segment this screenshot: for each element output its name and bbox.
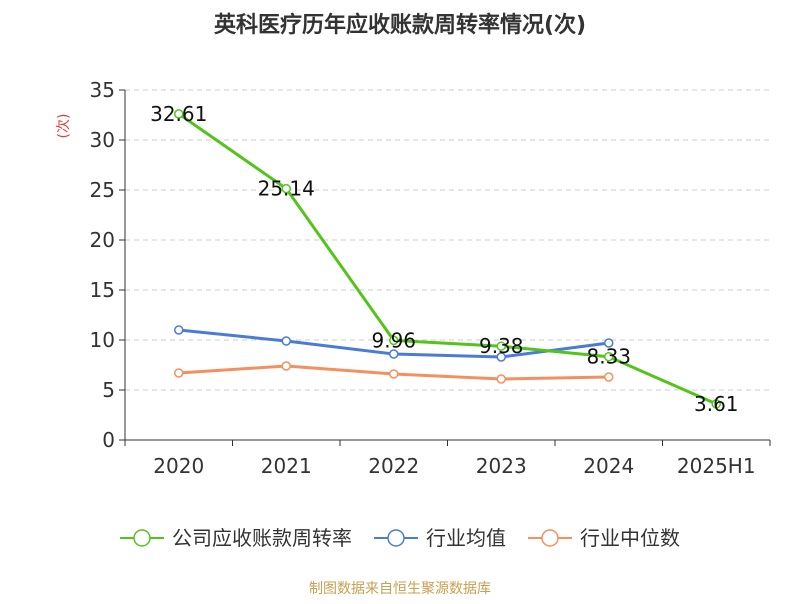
series-lines: [174, 109, 721, 409]
data-label: 8.33: [586, 345, 631, 369]
data-point: [496, 352, 506, 362]
y-tick-label: 5: [102, 378, 115, 402]
data-point: [604, 338, 614, 348]
x-tick-label: 2024: [583, 454, 634, 478]
data-point: [281, 183, 291, 194]
data-point: [496, 341, 506, 351]
y-tick-label: 15: [90, 278, 115, 302]
x-tick-label: 2020: [153, 454, 204, 478]
data-label: 3.61: [694, 392, 739, 416]
legend-item: 行业中位数: [528, 526, 680, 550]
x-tick-label: 2025H1: [677, 454, 756, 478]
y-tick-label: 30: [90, 128, 115, 152]
data-point: [711, 399, 721, 409]
x-tick-label: 2021: [261, 454, 312, 478]
y-tick-label: 20: [90, 228, 115, 252]
x-tick-label: 2022: [368, 454, 419, 478]
legend-item: 行业均值: [374, 526, 506, 550]
legend-label: 行业中位数: [580, 526, 680, 550]
data-point: [174, 325, 184, 335]
data-point: [496, 374, 506, 384]
data-point: [604, 372, 614, 382]
data-label: 32.61: [150, 102, 207, 126]
data-point: [281, 336, 291, 346]
y-tick-label: 0: [102, 428, 115, 452]
data-point: [281, 361, 291, 371]
legend-marker-icon: [387, 529, 405, 547]
data-point: [389, 335, 399, 346]
chart-title: 英科医疗历年应收账款周转率情况(次): [214, 12, 586, 38]
legend-label: 行业均值: [426, 526, 506, 550]
data-label: 25.14: [258, 177, 315, 201]
data-point: [174, 109, 184, 119]
source-footer: 制图数据来自恒生聚源数据库: [309, 581, 491, 597]
y-tick-label: 35: [90, 78, 115, 102]
series-line: [177, 112, 718, 406]
y-tick-label: 25: [90, 178, 115, 202]
data-labels: 32.61 25.14 9.96 9.38 8.33 3.61: [150, 102, 738, 416]
axes: 0 5 10 15 20 25 30 35 (次) 2020 2021 2022 2023 2024 202…: [56, 78, 771, 478]
y-tick-label: 10: [90, 328, 115, 352]
data-point: [604, 351, 614, 362]
x-tick-label: 2023: [476, 454, 527, 478]
data-label: 9.96: [371, 328, 416, 352]
grid-lines: [125, 89, 770, 391]
data-point: [174, 368, 184, 378]
legend: 公司应收账款周转率 行业均值 行业中位数: [120, 526, 680, 550]
legend-item: 公司应收账款周转率: [120, 526, 352, 550]
data-point: [389, 369, 399, 379]
legend-marker-icon: [541, 529, 559, 547]
data-point: [389, 349, 399, 359]
data-label: 9.38: [479, 334, 524, 358]
legend-marker-icon: [133, 529, 151, 547]
y-axis-label: (次): [56, 114, 72, 139]
legend-label: 公司应收账款周转率: [172, 526, 352, 550]
